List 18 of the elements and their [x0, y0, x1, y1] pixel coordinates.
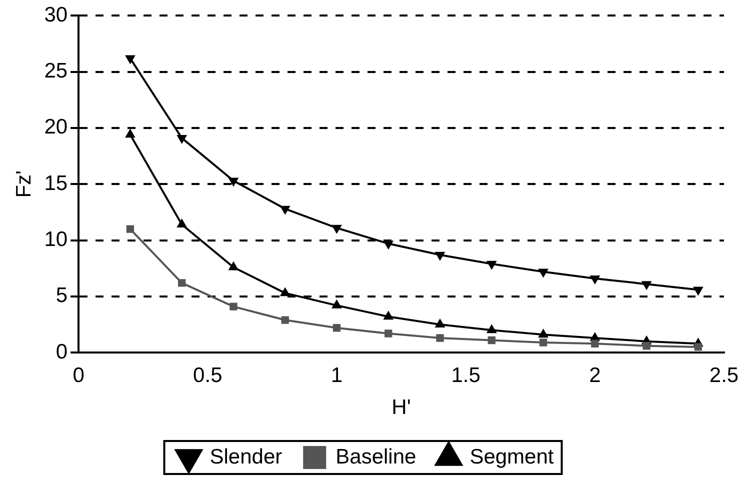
y-axis-title: Fz': [12, 170, 36, 198]
y-tick-label: 20: [44, 116, 68, 139]
x-axis-title: H': [392, 396, 411, 420]
legend-label: Slender: [210, 445, 282, 468]
x-tick-label: 1: [330, 364, 343, 387]
x-tick-label: 1.5: [451, 364, 480, 387]
x-tick-label: 2.5: [709, 364, 739, 387]
y-tick-label: 15: [44, 172, 68, 195]
y-tick-label: 25: [44, 60, 68, 83]
y-tick-label: 5: [56, 284, 68, 308]
legend-label: Baseline: [336, 445, 416, 468]
legend-label: Segment: [470, 445, 554, 468]
y-tick-label: 30: [44, 3, 68, 26]
x-tick-label: 0.5: [193, 364, 222, 387]
y-tick-label: 0: [56, 340, 68, 364]
y-tick-label: 10: [44, 228, 68, 252]
x-tick-label: 2: [589, 364, 601, 387]
x-tick-label: 0: [72, 364, 84, 387]
